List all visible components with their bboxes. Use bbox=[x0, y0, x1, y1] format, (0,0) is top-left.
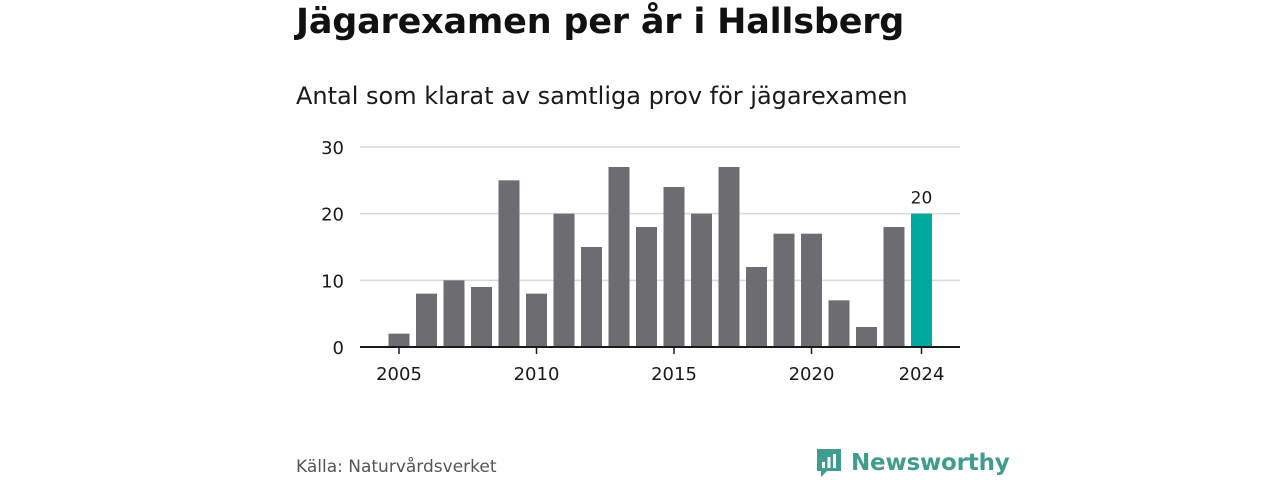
y-tick-label: 0 bbox=[333, 338, 344, 359]
x-tick-label: 2015 bbox=[651, 364, 697, 385]
y-tick-label: 10 bbox=[321, 271, 344, 292]
chart-title: Jägarexamen per år i Hallsberg bbox=[296, 2, 905, 42]
bar-chart: 0 10 20 30 20 2005 2010 2015 2020 2024 bbox=[321, 138, 960, 385]
bar bbox=[471, 287, 492, 347]
bar bbox=[663, 187, 685, 347]
bar bbox=[443, 280, 465, 347]
x-tick-label: 2005 bbox=[376, 364, 422, 385]
x-tick-label: 2010 bbox=[514, 364, 560, 385]
bar-highlight bbox=[911, 213, 932, 347]
bar bbox=[691, 213, 712, 347]
bar bbox=[388, 333, 410, 347]
y-tick-label: 30 bbox=[321, 138, 344, 159]
bar bbox=[553, 213, 575, 347]
bar bbox=[636, 227, 657, 347]
chart-subtitle: Antal som klarat av samtliga prov för jä… bbox=[296, 82, 908, 110]
bar bbox=[828, 300, 850, 347]
brand-logo: Newsworthy bbox=[815, 446, 1010, 480]
bar bbox=[718, 167, 740, 347]
x-tick-label: 2020 bbox=[789, 364, 835, 385]
bar bbox=[416, 293, 437, 347]
bar bbox=[856, 327, 877, 347]
bar bbox=[608, 167, 630, 347]
bar bbox=[498, 180, 520, 347]
brand-name: Newsworthy bbox=[851, 450, 1010, 476]
newsworthy-logo-icon bbox=[817, 449, 841, 477]
bar bbox=[801, 233, 822, 347]
data-label: 20 bbox=[911, 189, 933, 209]
y-tick-label: 20 bbox=[321, 205, 344, 226]
bar bbox=[526, 293, 547, 347]
bar bbox=[773, 233, 795, 347]
bar bbox=[746, 267, 767, 347]
bar bbox=[581, 247, 602, 347]
x-tick-label: 2024 bbox=[899, 364, 945, 385]
bar bbox=[883, 227, 905, 347]
source-note: Källa: Naturvårdsverket bbox=[296, 457, 497, 477]
